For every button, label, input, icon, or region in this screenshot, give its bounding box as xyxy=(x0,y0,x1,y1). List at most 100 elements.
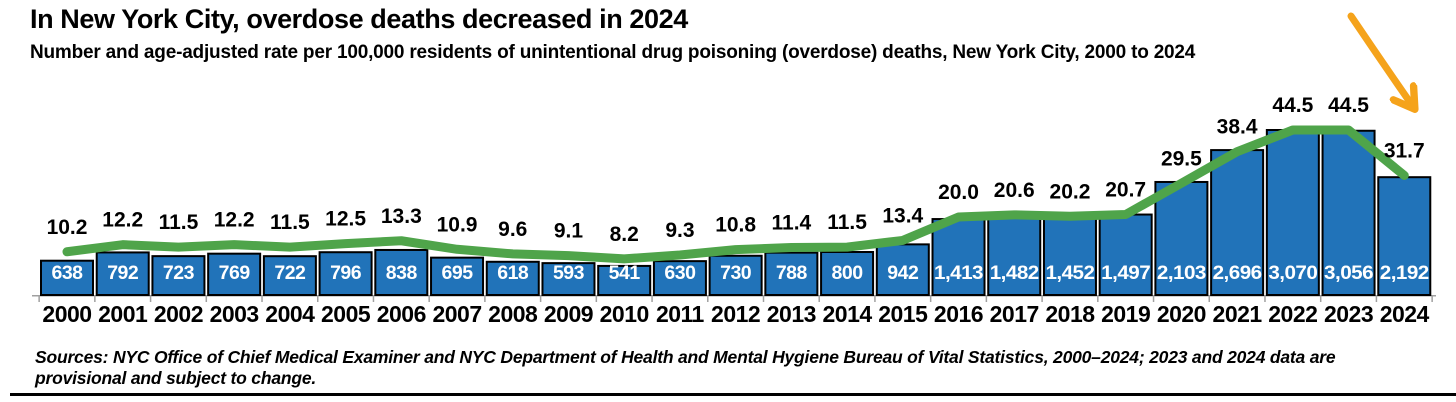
bar-2010 xyxy=(597,264,652,297)
bar-count-label: 1,482 xyxy=(990,262,1040,284)
bar-count-label: 722 xyxy=(274,262,306,284)
source-note-line1: Sources: NYC Office of Chief Medical Exa… xyxy=(35,347,1336,367)
rate-label: 12.5 xyxy=(325,208,366,231)
bar-2001 xyxy=(95,251,150,297)
year-label: 2005 xyxy=(321,301,371,327)
year-label: 2007 xyxy=(432,301,481,327)
bar-count-label: 618 xyxy=(497,262,529,284)
bar-2003 xyxy=(207,252,262,297)
year-label: 2009 xyxy=(544,301,593,327)
bar-count-label: 593 xyxy=(553,262,585,284)
rate-label: 10.9 xyxy=(437,213,478,236)
rate-label: 44.5 xyxy=(1328,94,1369,117)
year-label: 2003 xyxy=(210,301,259,327)
rate-label: 20.7 xyxy=(1105,178,1146,201)
year-label: 2010 xyxy=(600,301,649,327)
rate-label: 13.3 xyxy=(381,205,422,228)
year-label: 2006 xyxy=(377,301,426,327)
bar-2013 xyxy=(764,251,819,296)
rate-label: 11.4 xyxy=(772,212,812,235)
bar-count-label: 796 xyxy=(330,262,362,284)
year-label: 2021 xyxy=(1213,301,1263,327)
rate-label: 20.6 xyxy=(994,179,1035,202)
bar-count-label: 2,192 xyxy=(1380,262,1430,284)
rate-label: 9.1 xyxy=(554,220,584,243)
bar-2006 xyxy=(374,248,429,296)
rate-label: 20.2 xyxy=(1050,180,1091,203)
rate-label: 44.5 xyxy=(1272,94,1313,117)
bar-count-label: 3,056 xyxy=(1324,262,1374,284)
bar-2004 xyxy=(262,255,317,296)
bar-count-label: 630 xyxy=(664,262,696,284)
chart-subtitle: Number and age-adjusted rate per 100,000… xyxy=(30,42,1196,63)
bar-count-label: 838 xyxy=(386,262,418,284)
bar-2016 xyxy=(931,218,986,296)
bar-count-label: 638 xyxy=(51,262,83,284)
year-label: 2023 xyxy=(1324,301,1373,327)
rate-label: 9.3 xyxy=(665,219,694,242)
bar-2017 xyxy=(987,214,1042,297)
year-label: 2013 xyxy=(767,301,816,327)
bar-2021 xyxy=(1210,149,1265,296)
year-label: 2004 xyxy=(265,301,315,327)
bar-2014 xyxy=(820,251,875,296)
year-label: 2012 xyxy=(711,301,760,327)
bar-2008 xyxy=(485,260,540,296)
source-note-line2: provisional and subject to change. xyxy=(35,368,317,388)
year-label: 2014 xyxy=(822,301,872,327)
rate-label: 12.2 xyxy=(214,209,255,232)
year-label: 2019 xyxy=(1101,301,1150,327)
bar-2020 xyxy=(1154,180,1209,296)
bar-2024 xyxy=(1377,176,1432,296)
year-label: 2001 xyxy=(98,301,148,327)
bar-2005 xyxy=(318,251,373,297)
bar-count-label: 942 xyxy=(887,262,919,284)
rate-label: 38.4 xyxy=(1217,116,1258,139)
bar-2022 xyxy=(1265,129,1320,296)
year-label: 2011 xyxy=(656,301,705,327)
bar-2007 xyxy=(430,256,485,296)
rate-label: 10.8 xyxy=(715,214,756,237)
bar-count-label: 2,103 xyxy=(1157,262,1207,284)
year-label: 2015 xyxy=(878,301,928,327)
rate-label: 31.7 xyxy=(1384,139,1425,162)
year-label: 2022 xyxy=(1268,301,1317,327)
bar-2002 xyxy=(151,255,206,296)
rate-label: 20.0 xyxy=(938,181,979,204)
bar-count-label: 3,070 xyxy=(1268,262,1318,284)
bar-count-label: 1,413 xyxy=(934,262,984,284)
rate-label: 29.5 xyxy=(1161,147,1202,170)
bar-2023 xyxy=(1321,129,1376,296)
bar-2009 xyxy=(541,262,596,296)
source-note: Sources: NYC Office of Chief Medical Exa… xyxy=(35,347,1336,389)
year-label: 2018 xyxy=(1045,301,1095,327)
year-label: 2008 xyxy=(488,301,538,327)
year-label: 2000 xyxy=(42,301,91,327)
page-title: In New York City, overdose deaths decrea… xyxy=(30,4,688,34)
bar-count-label: 1,452 xyxy=(1045,262,1095,284)
rate-label: 10.2 xyxy=(47,216,88,239)
rate-label: 9.6 xyxy=(498,218,527,241)
rate-label: 11.5 xyxy=(270,211,310,234)
bar-count-label: 730 xyxy=(720,262,752,284)
rate-label: 11.5 xyxy=(827,211,867,234)
bar-count-label: 792 xyxy=(107,262,139,284)
year-label: 2016 xyxy=(934,301,983,327)
rate-label: 11.5 xyxy=(159,211,199,234)
bar-count-label: 800 xyxy=(832,262,864,284)
year-label: 2020 xyxy=(1157,301,1206,327)
bar-count-label: 723 xyxy=(163,262,195,284)
rate-line xyxy=(62,125,1409,264)
bar-2011 xyxy=(652,260,707,297)
bar-2000 xyxy=(40,259,94,296)
bar-2012 xyxy=(708,254,763,296)
bar-count-label: 788 xyxy=(776,262,808,284)
year-label: 2002 xyxy=(154,301,203,327)
bar-count-label: 695 xyxy=(442,262,474,284)
year-label: 2017 xyxy=(990,301,1039,327)
year-label: 2024 xyxy=(1380,301,1430,327)
decrease-arrow-icon xyxy=(1347,12,1414,108)
bar-count-label: 2,696 xyxy=(1213,262,1263,284)
